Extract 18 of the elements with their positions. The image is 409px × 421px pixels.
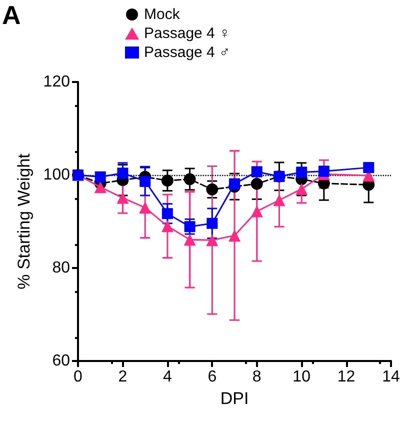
x-tick-label: 6 (208, 368, 217, 386)
legend-label: Mock (144, 6, 180, 23)
legend-label: Passage 4 ♂ (144, 44, 230, 61)
legend-label: Passage 4 ♀ (144, 25, 230, 42)
x-tick-label: 2 (118, 368, 128, 386)
y-tick-label: 60 (52, 352, 70, 370)
text: A (2, 0, 21, 31)
y-tick-label: 120 (43, 74, 70, 90)
x-tick-label: 12 (337, 368, 356, 386)
x-axis-title: DPI (220, 388, 249, 408)
x-tick-label: 14 (382, 368, 400, 386)
x-tick-label: 0 (74, 368, 83, 386)
x-tick-label: 4 (162, 368, 172, 386)
y-tick-label: 80 (52, 260, 70, 276)
x-tick-label: 10 (292, 368, 311, 386)
y-tick-label: 100 (43, 166, 70, 184)
x-tick-label: 8 (252, 368, 262, 386)
y-axis-title: % Starting Weight (14, 153, 34, 290)
